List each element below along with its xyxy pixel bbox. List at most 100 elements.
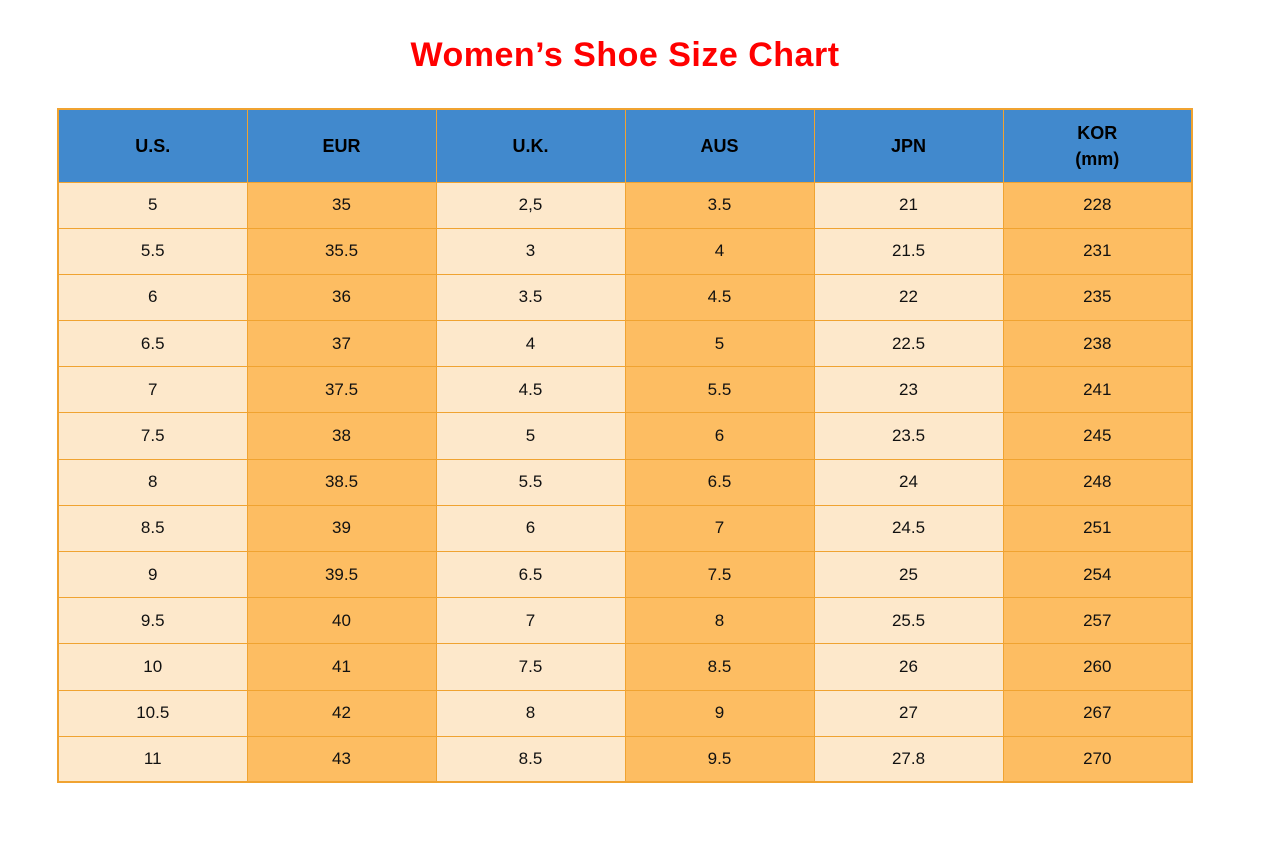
table-row: 5.5 35.5 3 4 21.5 231 [57,227,1193,275]
table-cell: 40 [246,597,437,645]
table-cell: 235 [1002,273,1193,322]
table-cell: 24.5 [813,504,1004,553]
table-cell: 5.5 [624,366,815,414]
header-cell: U.K. [435,108,626,183]
table-cell: 8 [624,597,815,645]
table-cell: 11 [57,735,248,783]
table-cell: 9 [624,689,815,737]
table-cell: 8.5 [435,735,626,783]
table-cell: 9.5 [624,735,815,783]
table-cell: 2,5 [435,181,626,229]
table-cell: 238 [1002,320,1193,368]
table-cell: 37 [246,320,437,368]
table-cell: 25 [813,550,1004,599]
table-cell: 9 [57,550,248,599]
table-cell: 27 [813,689,1004,737]
table-cell: 4.5 [435,366,626,414]
table-cell: 21.5 [813,227,1004,275]
table-row: 7 37.5 4.5 5.5 23 241 [57,366,1193,414]
table-row: 11 43 8.5 9.5 27.8 270 [57,735,1193,783]
table-row: 9.5 40 7 8 25.5 257 [57,597,1193,645]
table-cell: 7.5 [435,643,626,691]
table-cell: 8 [57,458,248,506]
table-cell: 245 [1002,412,1193,460]
table-row: 8.5 39 6 7 24.5 251 [57,504,1193,553]
table-cell: 3 [435,227,626,275]
table-row: 10.5 42 8 9 27 267 [57,689,1193,737]
table-row: 10 41 7.5 8.5 26 260 [57,643,1193,691]
table-cell: 248 [1002,458,1193,506]
table-cell: 41 [246,643,437,691]
table-cell: 7.5 [57,412,248,460]
table-cell: 5.5 [435,458,626,506]
table-cell: 4.5 [624,273,815,322]
table-cell: 231 [1002,227,1193,275]
header-cell: KOR (mm) [1002,108,1193,183]
table-cell: 26 [813,643,1004,691]
table-cell: 7 [624,504,815,553]
table-cell: 241 [1002,366,1193,414]
table-cell: 43 [246,735,437,783]
table-body: 5 35 2,5 3.5 21 228 5.5 35.5 3 4 21.5 231 6 36 3.5 4.5 2… [57,181,1193,783]
table-cell: 27.8 [813,735,1004,783]
table-cell: 7.5 [624,550,815,599]
table-cell: 260 [1002,643,1193,691]
table-row: 5 35 2,5 3.5 21 228 [57,181,1193,229]
table-cell: 9.5 [57,597,248,645]
table-cell: 39 [246,504,437,553]
table-cell: 25.5 [813,597,1004,645]
table-cell: 10 [57,643,248,691]
header-cell: U.S. [57,108,248,183]
table-header-row: U.S. EUR U.K. AUS JPN KOR (mm) [57,108,1193,183]
table-cell: 6.5 [57,320,248,368]
table-cell: 3.5 [435,273,626,322]
table-cell: 7 [57,366,248,414]
table-cell: 38.5 [246,458,437,506]
table-row: 8 38.5 5.5 6.5 24 248 [57,458,1193,506]
table-cell: 38 [246,412,437,460]
table-cell: 22.5 [813,320,1004,368]
table-cell: 4 [624,227,815,275]
header-cell: EUR [246,108,437,183]
table-cell: 21 [813,181,1004,229]
table-row: 7.5 38 5 6 23.5 245 [57,412,1193,460]
table-cell: 5 [435,412,626,460]
table-head: U.S. EUR U.K. AUS JPN KOR (mm) [57,108,1193,183]
table-cell: 5 [57,181,248,229]
table-cell: 8.5 [57,504,248,553]
table-cell: 5.5 [57,227,248,275]
table-row: 9 39.5 6.5 7.5 25 254 [57,550,1193,599]
table-cell: 254 [1002,550,1193,599]
table-cell: 270 [1002,735,1193,783]
table-cell: 35.5 [246,227,437,275]
table-row: 6.5 37 4 5 22.5 238 [57,320,1193,368]
table-cell: 6.5 [435,550,626,599]
table-cell: 7 [435,597,626,645]
table-cell: 24 [813,458,1004,506]
table-cell: 10.5 [57,689,248,737]
table-row: 6 36 3.5 4.5 22 235 [57,273,1193,322]
table-cell: 8.5 [624,643,815,691]
table-cell: 8 [435,689,626,737]
table-cell: 257 [1002,597,1193,645]
table-cell: 6 [624,412,815,460]
table-cell: 35 [246,181,437,229]
table-cell: 267 [1002,689,1193,737]
table-cell: 3.5 [624,181,815,229]
header-cell: AUS [624,108,815,183]
table-cell: 42 [246,689,437,737]
shoe-size-table: U.S. EUR U.K. AUS JPN KOR (mm) 5 35 2,5 3.5 21 228… [57,108,1193,784]
table-cell: 22 [813,273,1004,322]
page-title: Women’s Shoe Size Chart [410,36,840,74]
table-cell: 23 [813,366,1004,414]
table-cell: 5 [624,320,815,368]
table-cell: 6 [57,273,248,322]
table-cell: 4 [435,320,626,368]
table-cell: 37.5 [246,366,437,414]
table-cell: 251 [1002,504,1193,553]
header-cell: JPN [813,108,1004,183]
table-cell: 39.5 [246,550,437,599]
table-cell: 228 [1002,181,1193,229]
table-cell: 36 [246,273,437,322]
table-cell: 23.5 [813,412,1004,460]
